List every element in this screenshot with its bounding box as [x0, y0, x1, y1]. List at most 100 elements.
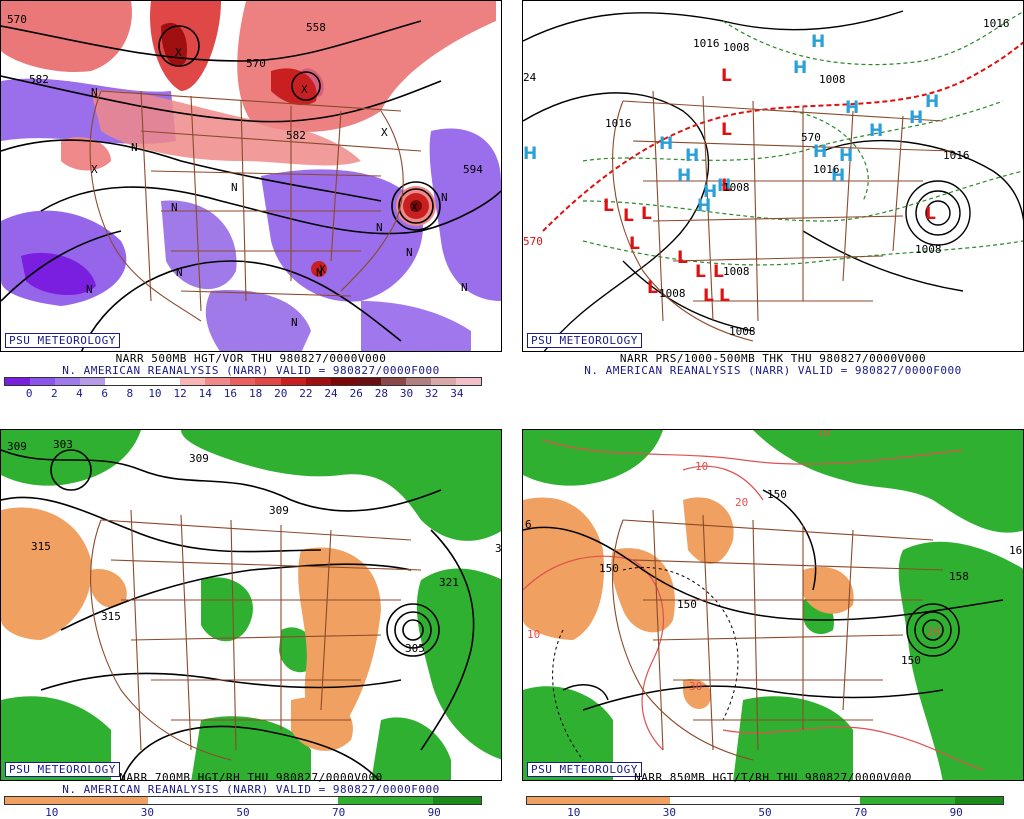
svg-text:1008: 1008	[819, 73, 846, 86]
svg-text:305: 305	[405, 642, 425, 655]
map-label: 594	[463, 163, 483, 176]
svg-text:X: X	[411, 201, 418, 214]
colorbar-swatch	[812, 797, 861, 804]
psu-meteorology-badge: PSU METEOROLOGY	[527, 762, 642, 777]
svg-text:1016: 1016	[605, 117, 632, 130]
svg-text:H: H	[909, 108, 923, 128]
svg-text:1008: 1008	[915, 243, 942, 256]
colorbar-swatch	[305, 378, 331, 385]
colorbar-swatch	[338, 797, 386, 804]
svg-text:3: 3	[495, 542, 502, 555]
colorbar-tick-label: 10	[567, 806, 581, 819]
colorbar	[4, 796, 482, 805]
colorbar-tick-label: 6	[101, 387, 108, 400]
svg-text:10: 10	[817, 430, 830, 439]
svg-text:570: 570	[801, 131, 821, 144]
svg-text:N: N	[291, 316, 298, 329]
svg-text:H: H	[845, 98, 859, 118]
colorbar-swatch	[5, 378, 31, 385]
svg-text:N: N	[131, 141, 138, 154]
svg-text:N: N	[406, 246, 413, 259]
svg-text:N: N	[176, 266, 183, 279]
colorbar-swatch	[330, 378, 356, 385]
colorbar-tick-label: 70	[331, 806, 346, 819]
svg-text:L: L	[677, 248, 688, 268]
svg-text:X: X	[175, 46, 182, 59]
colorbar-tick-label: 90	[427, 806, 441, 819]
colorbar-swatch	[80, 378, 106, 385]
svg-text:L: L	[713, 262, 724, 282]
colorbar-tick-label: 18	[248, 387, 263, 400]
svg-text:303: 303	[53, 438, 73, 451]
svg-text:X: X	[319, 263, 326, 276]
colorbar-swatch	[527, 797, 575, 804]
svg-text:L: L	[721, 120, 732, 140]
colorbar-swatch	[622, 797, 670, 804]
colorbar-tick-label: 14	[198, 387, 212, 400]
svg-text:150: 150	[767, 488, 787, 501]
svg-text:1016: 1016	[693, 37, 720, 50]
svg-text:1016: 1016	[943, 149, 970, 162]
svg-text:16: 16	[1009, 544, 1022, 557]
svg-text:24: 24	[523, 71, 537, 84]
colorbar-swatch	[955, 797, 1003, 804]
svg-text:6: 6	[525, 518, 532, 531]
colorbar-tick-label: 28	[374, 387, 388, 400]
svg-text:570: 570	[523, 235, 543, 248]
colorbar-swatch	[433, 797, 481, 804]
svg-text:315: 315	[101, 610, 121, 623]
svg-text:1008: 1008	[723, 181, 750, 194]
svg-text:1008: 1008	[729, 325, 756, 338]
svg-text:309: 309	[269, 504, 289, 517]
svg-text:N: N	[441, 191, 448, 204]
colorbar	[4, 377, 482, 386]
colorbar-swatch	[764, 797, 813, 804]
svg-text:309: 309	[7, 440, 27, 453]
panel-pressure-thickness: H H H H H H H H H H H H H H H H L L L	[522, 0, 1024, 400]
map-label: 582	[286, 129, 306, 142]
svg-text:L: L	[603, 196, 614, 216]
svg-text:L: L	[721, 66, 732, 86]
svg-text:N: N	[316, 266, 323, 279]
svg-text:N: N	[86, 283, 93, 296]
svg-text:10: 10	[695, 460, 708, 473]
svg-text:H: H	[831, 166, 845, 186]
colorbar-tick-label: 10	[45, 806, 59, 819]
svg-text:N: N	[461, 281, 468, 294]
svg-text:H: H	[839, 146, 853, 166]
svg-text:H: H	[717, 176, 731, 196]
colorbar-tick-label: 70	[853, 806, 868, 819]
colorbar-swatch	[55, 378, 81, 385]
colorbar-tick-label: 12	[173, 387, 187, 400]
map-label: 570	[246, 57, 266, 70]
colorbar-swatch	[255, 378, 281, 385]
colorbar-swatch	[195, 797, 243, 804]
colorbar-tick-label: 34	[450, 387, 464, 400]
svg-text:315: 315	[31, 540, 51, 553]
svg-text:H: H	[685, 146, 699, 166]
svg-text:H: H	[813, 142, 827, 162]
colorbar-tick-label: 30	[140, 806, 155, 819]
colorbar-swatch	[130, 378, 156, 385]
svg-text:1016: 1016	[813, 163, 840, 176]
colorbar-swatch	[574, 797, 623, 804]
svg-text:H: H	[659, 134, 673, 154]
colorbar-tick-label: 4	[76, 387, 83, 400]
colorbar-swatch	[669, 797, 718, 804]
caption-line-2: N. AMERICAN REANALYSIS (NARR) VALID = 98…	[584, 364, 962, 377]
colorbar-swatch	[242, 797, 291, 804]
panel-700mb-rh: 309 309 309 303 315 315 321 305 3 PSU ME…	[0, 419, 502, 819]
colorbar-swatch	[5, 797, 53, 804]
svg-text:L: L	[629, 234, 640, 254]
colorbar-swatch	[100, 797, 148, 804]
colorbar	[526, 796, 1004, 805]
caption-line-2: N. AMERICAN REANALYSIS (NARR) VALID = 98…	[62, 364, 440, 377]
svg-text:X: X	[91, 163, 98, 176]
panel-500mb-vorticity: 570 582 558 570 582 594 N N N N N N N N …	[0, 0, 502, 400]
svg-text:N: N	[171, 201, 178, 214]
svg-text:L: L	[647, 278, 658, 298]
colorbar-tick-label: 32	[425, 387, 439, 400]
svg-text:H: H	[793, 58, 807, 78]
svg-text:30: 30	[689, 680, 702, 693]
colorbar-swatch	[290, 797, 339, 804]
